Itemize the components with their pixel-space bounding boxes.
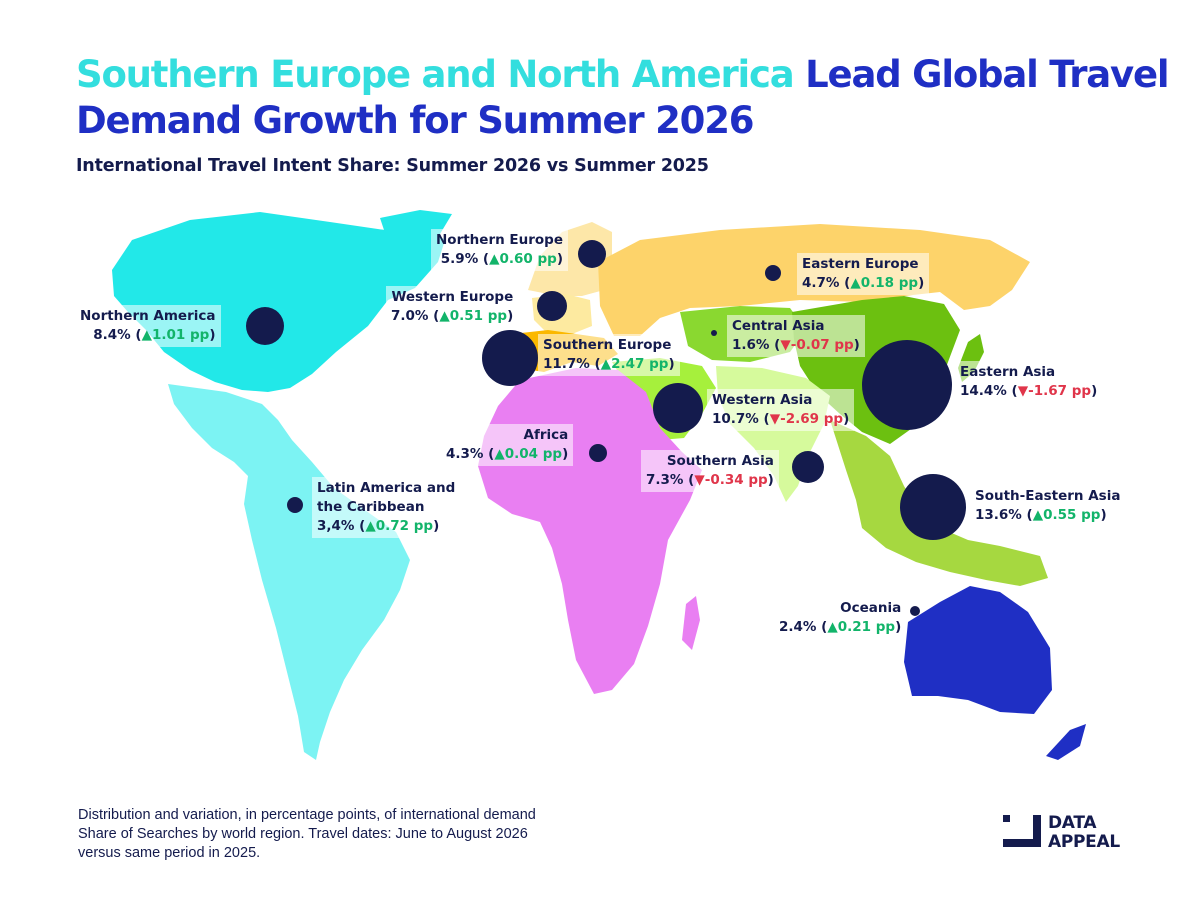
- bubble-latin-america: [287, 497, 303, 513]
- region-latin-america: [168, 384, 410, 760]
- region-name: Western Asia: [712, 392, 813, 408]
- label-northern-america: Northern America 8.4% (▲1.01 pp): [75, 305, 221, 347]
- region-south-eastern-asia: [830, 420, 1048, 586]
- increase-arrow-icon: ▲: [1032, 507, 1044, 523]
- bubble-southern-asia: [792, 451, 824, 483]
- bubble-southern-europe: [482, 330, 538, 386]
- label-western-europe: Western Europe 7.0% (▲0.51 pp): [386, 286, 519, 328]
- increase-arrow-icon: ▲: [827, 619, 838, 635]
- increase-arrow-icon: ▲: [439, 308, 450, 324]
- bubble-eastern-asia: [862, 340, 952, 430]
- label-eastern-asia: Eastern Asia 14.4% (▼-1.67 pp): [955, 361, 1103, 403]
- bubble-south-eastern-asia: [900, 474, 966, 540]
- region-name-line2: the Caribbean: [317, 499, 425, 515]
- region-name: Northern Europe: [436, 232, 564, 248]
- region-madagascar: [682, 596, 700, 650]
- increase-arrow-icon: ▲: [365, 518, 376, 534]
- data-appeal-logo: DATA APPEAL: [1048, 813, 1120, 852]
- bubble-northern-america: [246, 307, 284, 345]
- region-name: Oceania: [840, 600, 902, 616]
- page-title: Southern Europe and North America Lead G…: [76, 52, 1176, 144]
- region-oceania: [904, 586, 1052, 714]
- title-highlight: Southern Europe and North America: [76, 53, 795, 96]
- increase-arrow-icon: ▲: [494, 446, 505, 462]
- region-new-zealand: [1046, 724, 1086, 760]
- region-name: Eastern Europe: [802, 256, 919, 272]
- region-name: Eastern Asia: [960, 364, 1056, 380]
- title-main: Lead Global Travel Demand Growth for Sum…: [76, 53, 1170, 142]
- bubble-eastern-europe: [765, 265, 781, 281]
- label-southern-europe: Southern Europe 11.7% (▲2.47 pp): [538, 334, 680, 376]
- bubble-central-asia: [711, 330, 717, 336]
- region-name: Central Asia: [732, 318, 825, 334]
- increase-arrow-icon: ▲: [141, 327, 152, 343]
- region-name-line1: Latin America and: [317, 480, 456, 496]
- decrease-arrow-icon: ▼: [1017, 383, 1029, 399]
- label-africa: Africa 4.3% (▲0.04 pp): [441, 424, 574, 466]
- region-name: Western Europe: [391, 289, 514, 305]
- region-name: Southern Europe: [543, 337, 672, 353]
- data-appeal-logo-icon: [1003, 815, 1041, 847]
- bubble-oceania: [910, 606, 920, 616]
- region-greenland: [380, 210, 452, 256]
- region-name: South-Eastern Asia: [975, 488, 1121, 504]
- region-northern-america: [112, 212, 445, 392]
- label-western-asia: Western Asia 10.7% (▼-2.69 pp): [707, 389, 855, 431]
- increase-arrow-icon: ▲: [489, 251, 500, 267]
- bubble-western-asia: [653, 383, 703, 433]
- label-oceania: Oceania 2.4% (▲0.21 pp): [774, 597, 907, 639]
- increase-arrow-icon: ▲: [850, 275, 861, 291]
- bubble-africa: [589, 444, 607, 462]
- decrease-arrow-icon: ▼: [694, 472, 705, 488]
- decrease-arrow-icon: ▼: [769, 411, 781, 427]
- label-central-asia: Central Asia 1.6% (▼-0.07 pp): [727, 315, 865, 357]
- decrease-arrow-icon: ▼: [780, 337, 791, 353]
- map-subtitle: International Travel Intent Share: Summe…: [76, 156, 709, 176]
- label-northern-europe: Northern Europe 5.9% (▲0.60 pp): [431, 229, 569, 271]
- increase-arrow-icon: ▲: [600, 356, 612, 372]
- footnote: Distribution and variation, in percentag…: [78, 807, 536, 861]
- region-name: Africa: [523, 427, 569, 443]
- region-name: Northern America: [80, 308, 216, 324]
- label-latin-america: Latin America and the Caribbean 3,4% (▲0…: [312, 477, 461, 538]
- label-south-eastern-asia: South-Eastern Asia 13.6% (▲0.55 pp): [970, 485, 1126, 527]
- bubble-western-europe: [537, 291, 567, 321]
- region-name: Southern Asia: [666, 453, 774, 469]
- label-eastern-europe: Eastern Europe 4.7% (▲0.18 pp): [797, 253, 930, 295]
- bubble-northern-europe: [578, 240, 606, 268]
- label-southern-asia: Southern Asia 7.3% (▼-0.34 pp): [641, 450, 779, 492]
